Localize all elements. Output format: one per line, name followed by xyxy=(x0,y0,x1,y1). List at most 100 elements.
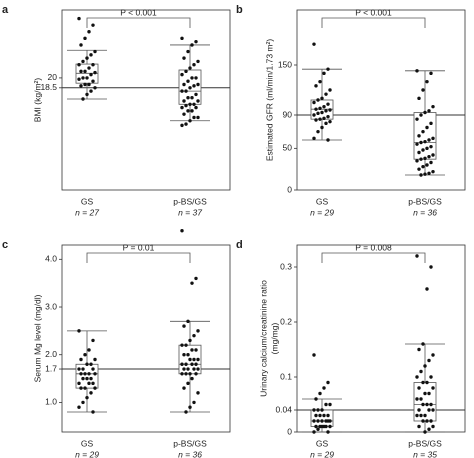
data-point xyxy=(318,413,322,418)
y-tick-label: 20 xyxy=(48,72,58,82)
data-point xyxy=(423,110,427,115)
data-point xyxy=(81,400,85,405)
data-point xyxy=(326,114,330,119)
significance-bracket xyxy=(86,17,191,28)
data-point xyxy=(81,97,85,101)
data-point xyxy=(87,66,91,70)
data-point xyxy=(77,16,81,21)
data-point xyxy=(312,353,316,357)
data-point xyxy=(425,163,429,167)
data-point xyxy=(324,109,328,113)
data-point xyxy=(415,254,419,258)
data-point xyxy=(328,424,332,429)
p-value: P = 0.008 xyxy=(355,242,392,252)
data-point xyxy=(89,89,93,93)
data-point xyxy=(182,324,186,328)
data-point xyxy=(312,419,316,423)
data-point xyxy=(186,353,190,357)
y-tick-label: 90 xyxy=(283,109,293,119)
data-point xyxy=(326,380,330,385)
data-point xyxy=(419,413,423,418)
data-point xyxy=(328,108,332,112)
data-point xyxy=(415,159,419,163)
data-point xyxy=(320,424,324,429)
data-point xyxy=(192,63,196,67)
data-point xyxy=(87,381,91,386)
data-point xyxy=(192,357,196,362)
data-point xyxy=(188,405,192,409)
data-point xyxy=(425,402,429,407)
data-point xyxy=(180,343,184,347)
data-point xyxy=(320,419,324,423)
data-point xyxy=(427,408,431,412)
data-point xyxy=(188,372,192,376)
data-point xyxy=(312,408,316,412)
data-point xyxy=(87,30,91,34)
data-point xyxy=(91,367,95,371)
y-axis-label: BMI (kg/m²) xyxy=(32,78,42,123)
data-point xyxy=(190,348,194,352)
data-point xyxy=(83,69,87,74)
data-point xyxy=(314,397,318,401)
data-point xyxy=(316,427,320,431)
data-point xyxy=(318,79,322,84)
x-tick-label: GS xyxy=(316,438,329,448)
data-point xyxy=(326,413,330,418)
data-point xyxy=(188,357,192,362)
y-tick-label: 4.0 xyxy=(45,254,57,264)
data-point xyxy=(83,372,87,376)
data-point xyxy=(427,427,431,431)
data-point xyxy=(79,69,83,74)
data-point xyxy=(431,408,435,412)
data-point xyxy=(180,123,184,128)
data-point xyxy=(423,172,427,176)
data-point xyxy=(431,169,435,174)
data-point xyxy=(184,103,188,108)
data-point xyxy=(89,391,93,395)
data-point xyxy=(196,367,200,371)
data-point xyxy=(429,265,433,269)
plot-frame xyxy=(61,9,231,191)
data-point xyxy=(91,410,95,414)
plot-frame xyxy=(296,9,466,191)
data-point xyxy=(328,119,332,124)
data-point xyxy=(182,112,186,116)
data-point xyxy=(77,367,81,371)
data-point xyxy=(196,391,200,395)
data-point xyxy=(186,49,190,54)
data-point xyxy=(425,287,429,291)
data-point xyxy=(419,173,423,177)
p-value: P < 0.001 xyxy=(120,7,157,17)
data-point xyxy=(423,156,427,161)
data-point xyxy=(190,362,194,366)
data-point xyxy=(423,430,427,434)
data-point xyxy=(194,348,198,352)
data-point xyxy=(91,23,95,27)
data-point xyxy=(322,386,326,390)
data-point xyxy=(314,107,318,111)
data-point xyxy=(184,362,188,366)
significance-bracket xyxy=(321,252,426,263)
data-point xyxy=(89,53,93,57)
data-point xyxy=(186,367,190,371)
data-point xyxy=(417,150,421,155)
data-point xyxy=(190,95,194,100)
data-point xyxy=(417,347,421,352)
data-point xyxy=(427,358,431,363)
data-point xyxy=(194,372,198,376)
data-point xyxy=(326,430,330,434)
data-point xyxy=(91,79,95,83)
data-point xyxy=(89,376,93,381)
data-point xyxy=(421,164,425,169)
data-point xyxy=(421,148,425,152)
data-point xyxy=(415,117,419,121)
data-point xyxy=(85,362,89,366)
data-point xyxy=(316,111,320,116)
y-tick-label: 0.04 xyxy=(275,404,292,414)
data-point xyxy=(312,100,316,105)
data-point xyxy=(184,69,188,74)
data-point xyxy=(421,342,425,346)
data-point xyxy=(320,408,324,412)
data-point xyxy=(196,329,200,333)
data-point xyxy=(180,89,184,93)
